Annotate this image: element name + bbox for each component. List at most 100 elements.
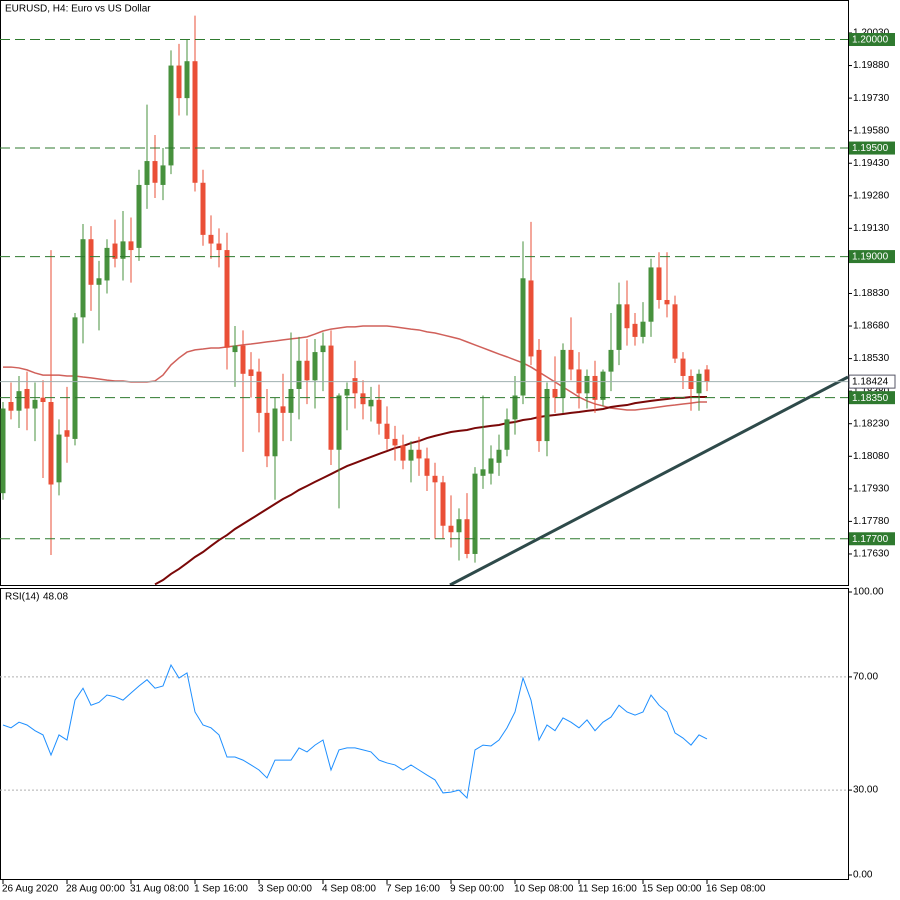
candle-body [72, 317, 78, 439]
candle-body [88, 239, 94, 285]
y-tick-label: 1.19880 [853, 60, 890, 71]
y-tick-label: 1.17780 [853, 516, 890, 527]
level-label-box [849, 391, 895, 405]
candle-body [624, 304, 630, 329]
y-tick-label: 70.00 [853, 672, 878, 683]
y-tick-label: 1.18830 [853, 288, 890, 299]
candle-body [272, 408, 278, 457]
candle-body [288, 388, 294, 413]
candle-body [360, 393, 366, 405]
candle-body [96, 278, 102, 285]
y-tick-label: 0.00 [853, 870, 873, 881]
candle-body [424, 458, 430, 476]
candle-body [704, 369, 710, 382]
candle-body [496, 449, 502, 463]
candle-body [464, 519, 470, 554]
candle-body [480, 469, 486, 476]
candle-body [344, 388, 350, 396]
candle-body [304, 360, 310, 381]
candle-body [224, 250, 230, 348]
labels: EURUSD, H4: Euro vs US Dollar RSI(14) 1.… [2, 4, 896, 895]
candle-body [144, 161, 150, 185]
y-tick-label: 1.17930 [853, 483, 890, 494]
candle-body [152, 161, 158, 183]
candle-body [192, 61, 198, 183]
moving-average [3, 325, 707, 411]
x-tick-label: 31 Aug 08:00 [130, 884, 189, 895]
level-label: 1.18350 [852, 393, 889, 404]
candle-body [632, 323, 638, 337]
y-tick-label: 1.17630 [853, 549, 890, 560]
candle-body [160, 165, 166, 185]
y-tick-label: 1.19280 [853, 190, 890, 201]
candle-body [208, 234, 214, 244]
candle-body [536, 349, 542, 442]
level-label-box [849, 141, 895, 155]
current-price-label: 1.18424 [852, 377, 889, 388]
candle-body [0, 408, 6, 494]
x-tick-label: 16 Sep 08:00 [706, 884, 766, 895]
x-tick-label: 10 Sep 08:00 [514, 884, 574, 895]
y-tick-label: 1.18680 [853, 321, 890, 332]
candle-body [600, 371, 606, 400]
level-label: 1.20000 [852, 35, 889, 46]
y-tick-label: 100.00 [853, 587, 884, 598]
x-tick-label: 3 Sep 00:00 [258, 884, 312, 895]
candle-body [432, 475, 438, 483]
candle-body [240, 345, 246, 374]
candle-body [616, 304, 622, 350]
rsi-plot [0, 663, 848, 800]
candle-body [472, 473, 478, 554]
candle-body [24, 388, 30, 409]
candle-body [488, 458, 494, 474]
candle-body [416, 449, 422, 459]
candle-body [16, 391, 22, 411]
candle-body [128, 241, 134, 251]
candle-body [120, 241, 126, 259]
x-tick-label: 1 Sep 16:00 [194, 884, 248, 895]
y-tick-label: 1.19730 [853, 93, 890, 104]
candle-body [104, 247, 110, 281]
candle-body [40, 397, 46, 403]
x-tick-label: 15 Sep 00:00 [642, 884, 702, 895]
candle-body [520, 278, 526, 396]
candle-body [544, 388, 550, 442]
candle-body [136, 184, 142, 248]
candle-body [56, 434, 62, 483]
rsi-panel [0, 588, 849, 880]
candle-body [264, 412, 270, 457]
candle-body [672, 304, 678, 359]
current-price-box [848, 374, 896, 389]
candle-body [504, 419, 510, 450]
candle-body [336, 395, 342, 450]
candle-body [656, 267, 662, 300]
candle-body [584, 375, 590, 394]
candle-body [392, 438, 398, 446]
candle-body [376, 399, 382, 424]
candle-body [368, 399, 374, 407]
y-tick-label: 1.18530 [853, 353, 890, 364]
level-label: 1.19500 [852, 143, 889, 154]
candle-body [168, 65, 174, 166]
y-tick-label: 1.19130 [853, 223, 890, 234]
candle-body [664, 299, 670, 305]
y-tick-label: 1.18080 [853, 451, 890, 462]
candle-body [592, 375, 598, 400]
x-tick-label: 28 Aug 00:00 [66, 884, 125, 895]
candle-body [568, 349, 574, 370]
y-tick-label: 30.00 [853, 785, 878, 796]
candle-body [456, 519, 462, 533]
x-tick-label: 4 Sep 08:00 [322, 884, 376, 895]
candle-body [280, 406, 286, 413]
candle-body [64, 430, 70, 437]
candle-body [696, 373, 702, 394]
candle-body [448, 525, 454, 533]
price-plot [0, 15, 848, 585]
candle-body [528, 280, 534, 357]
chart-title: EURUSD, H4: Euro vs US Dollar [5, 4, 151, 15]
candle-body [512, 395, 518, 420]
candle-body [440, 482, 446, 526]
candle-body [80, 239, 86, 318]
x-tick-label: 9 Sep 00:00 [450, 884, 504, 895]
